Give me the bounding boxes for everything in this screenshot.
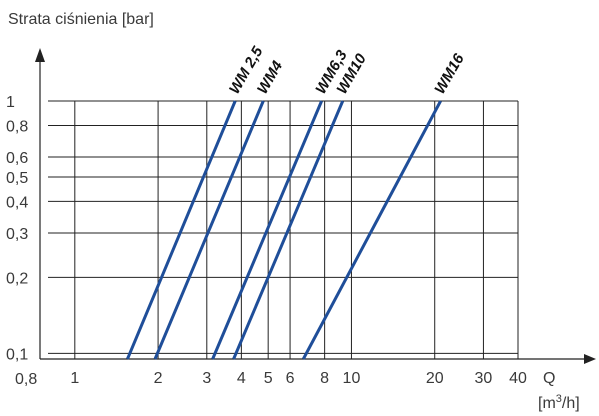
x-axis-unit-suffix: /h] bbox=[562, 395, 580, 412]
y-tick-label-5: 0,6 bbox=[6, 150, 28, 167]
y-tick-label-3: 0,4 bbox=[6, 194, 28, 211]
x-axis-unit: [m3/h] bbox=[538, 393, 580, 412]
x-tick-label-7: 10 bbox=[343, 370, 361, 387]
x-tick-label-10: 40 bbox=[509, 370, 527, 387]
x-tick-label-8: 20 bbox=[426, 370, 444, 387]
x-tick-label-6: 8 bbox=[320, 370, 329, 387]
series-line-0 bbox=[126, 100, 237, 360]
series-line-4 bbox=[302, 100, 442, 360]
tick-labels: 0,8 1 2 3 4 5 6 8 10 20 30 40 0,1 0,2 0,3 0,4 0,5 0,6 0,8 1 bbox=[6, 94, 527, 388]
x-tick-label-2: 3 bbox=[202, 370, 211, 387]
y-axis-arrow bbox=[35, 48, 45, 62]
series-line-2 bbox=[211, 100, 323, 360]
x-axis-arrow bbox=[584, 354, 596, 364]
series-lines bbox=[126, 100, 442, 360]
series-label-4: WM16 bbox=[431, 50, 468, 97]
x-tick-label-4: 5 bbox=[264, 370, 273, 387]
y-tick-label-0: 0,1 bbox=[6, 346, 28, 363]
x-tick-label-1: 2 bbox=[154, 370, 163, 387]
series-line-3 bbox=[232, 100, 345, 360]
y-tick-label-4: 0,5 bbox=[6, 170, 28, 187]
x-tick-label-5: 6 bbox=[286, 370, 295, 387]
y-tick-label-1: 0,2 bbox=[6, 270, 28, 287]
series-line-1 bbox=[153, 100, 265, 360]
y-tick-label-6: 0,8 bbox=[6, 118, 28, 135]
x-tick-label-9: 30 bbox=[475, 370, 493, 387]
y-tick-label-7: 1 bbox=[6, 94, 15, 111]
x-axis-symbol: Q bbox=[543, 370, 555, 387]
y-tick-label-2: 0,3 bbox=[6, 226, 28, 243]
x-tick-label-3: 4 bbox=[237, 370, 246, 387]
grid bbox=[48, 100, 519, 359]
y-axis-title: Strata ciśnienia [bar] bbox=[8, 11, 154, 28]
x-tick-label-origin: 0,8 bbox=[15, 371, 37, 388]
x-axis-unit-exponent: 3 bbox=[556, 393, 562, 405]
x-tick-label-0: 1 bbox=[70, 370, 79, 387]
axes bbox=[35, 48, 596, 364]
x-axis-unit-prefix: [m bbox=[538, 395, 556, 412]
